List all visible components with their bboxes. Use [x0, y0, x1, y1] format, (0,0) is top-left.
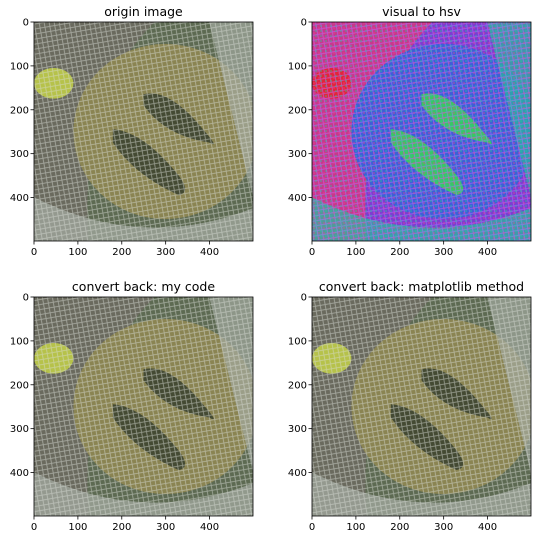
x-tick-label: 100: [346, 522, 365, 533]
x-tick-label: 400: [200, 522, 219, 533]
axes-frame: [33, 21, 254, 242]
net-mesh-overlay: [34, 297, 253, 516]
x-tick-label: 0: [31, 247, 37, 258]
subplot-title: convert back: matplotlib method: [319, 279, 524, 294]
subplot-title: origin image: [104, 4, 183, 19]
y-tick-label: 400: [288, 193, 307, 204]
x-tick-label: 200: [390, 522, 409, 533]
image-area: [34, 22, 253, 241]
x-tick-label: 100: [68, 247, 87, 258]
axes-frame: [311, 296, 532, 517]
hsv-noise-overlay: [312, 22, 531, 241]
y-tick-label: 400: [288, 468, 307, 479]
x-tick-label: 400: [478, 522, 497, 533]
subplot-title: convert back: my code: [72, 279, 215, 294]
y-tick-label: 200: [288, 380, 307, 391]
y-tick-label: 0: [23, 293, 29, 304]
subplot-convert-back-matplotlib: convert back: matplotlib method 0 100 200 30…: [288, 279, 532, 533]
y-tick-label: 300: [10, 149, 29, 160]
x-tick-label: 300: [434, 522, 453, 533]
x-tick-label: 400: [200, 247, 219, 258]
y-tick-label: 200: [10, 380, 29, 391]
y-tick-label: 300: [10, 424, 29, 435]
image-area: [312, 22, 531, 241]
x-tick-label: 100: [346, 247, 365, 258]
x-tick-label: 300: [156, 522, 175, 533]
x-tick-label: 200: [112, 247, 131, 258]
subplot-origin-image: origin image 0 100 200 300 400 0 100 200 300 400: [10, 4, 254, 258]
net-mesh-overlay: [312, 297, 531, 516]
y-tick-label: 100: [288, 336, 307, 347]
x-tick-label: 200: [390, 247, 409, 258]
y-tick-label: 0: [23, 18, 29, 29]
y-tick-label: 100: [288, 61, 307, 72]
y-tick-label: 0: [301, 293, 307, 304]
y-tick-label: 0: [301, 18, 307, 29]
axes-frame: [33, 296, 254, 517]
x-tick-label: 0: [309, 522, 315, 533]
y-tick-label: 200: [10, 105, 29, 116]
y-tick-label: 100: [10, 336, 29, 347]
image-area: [312, 297, 531, 516]
image-area: [34, 297, 253, 516]
x-tick-label: 100: [68, 522, 87, 533]
y-tick-label: 100: [10, 61, 29, 72]
subplot-convert-back-my-code: convert back: my code 0 100 200 300 400 0 100 20…: [10, 279, 254, 533]
x-tick-label: 400: [478, 247, 497, 258]
x-tick-label: 0: [31, 522, 37, 533]
x-tick-label: 200: [112, 522, 131, 533]
y-tick-label: 400: [10, 193, 29, 204]
y-tick-label: 400: [10, 468, 29, 479]
x-tick-label: 300: [156, 247, 175, 258]
subplot-title: visual to hsv: [382, 4, 461, 19]
y-tick-label: 300: [288, 149, 307, 160]
y-tick-label: 200: [288, 105, 307, 116]
net-mesh-overlay: [34, 22, 253, 241]
x-tick-label: 300: [434, 247, 453, 258]
y-tick-label: 300: [288, 424, 307, 435]
axes-frame: [311, 21, 532, 242]
subplot-visual-to-hsv: visual to hsv 0 100 200 300 400 0 100 200 300 400: [288, 4, 532, 258]
x-tick-label: 0: [309, 247, 315, 258]
